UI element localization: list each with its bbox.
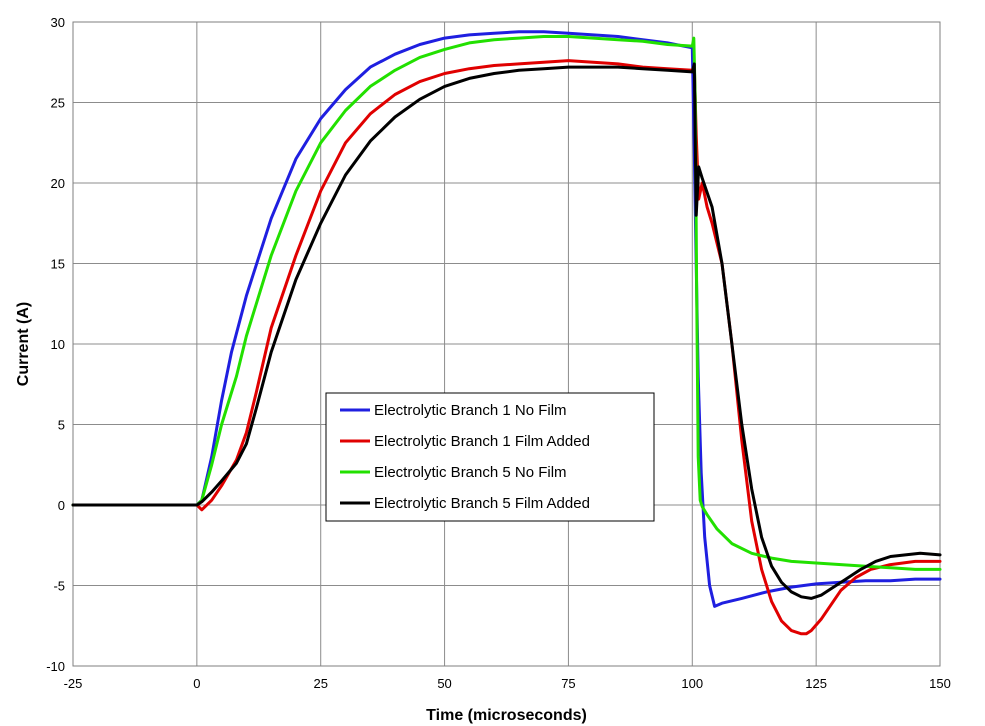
x-tick-label: 25 [313,676,327,691]
x-tick-label: 150 [929,676,951,691]
series-line [71,59,942,636]
x-tick-label: 50 [437,676,451,691]
legend-entry: Electrolytic Branch 1 Film Added [374,433,590,450]
legend-box [325,392,655,522]
series-line [71,62,942,600]
legend-entry: Electrolytic Branch 5 Film Added [374,495,590,512]
x-tick-label: 100 [681,676,703,691]
y-tick-label: 5 [58,418,65,433]
y-tick-label: 10 [51,337,65,352]
y-tick-label: 0 [58,498,65,513]
x-tick-label: 75 [561,676,575,691]
legend-entry: Electrolytic Branch 1 No Film [374,402,567,419]
y-tick-label: 25 [51,96,65,111]
tick-labels: -10 -5 0 5 10 15 20 25 30 -25 0 25 50 75 100 125 150 [46,15,951,691]
plot-area-border [72,21,941,667]
legend-entry: Electrolytic Branch 5 No Film [374,464,567,481]
grid-lines [72,21,941,667]
x-tick-label: -25 [64,676,83,691]
series-layer [71,30,942,636]
x-tick-label: 125 [805,676,827,691]
x-axis-title: Time (microseconds) [426,707,587,724]
y-tick-label: 20 [51,176,65,191]
series-line [71,35,942,571]
y-tick-label: 30 [51,15,65,30]
y-tick-label: -5 [53,579,65,594]
legend: Electrolytic Branch 1 No Film Electrolyti… [325,392,655,522]
y-axis-title: Current (A) [15,302,32,386]
y-tick-label: -10 [46,659,65,674]
x-tick-label: 0 [193,676,200,691]
y-tick-label: 15 [51,257,65,272]
series-line [71,30,942,608]
